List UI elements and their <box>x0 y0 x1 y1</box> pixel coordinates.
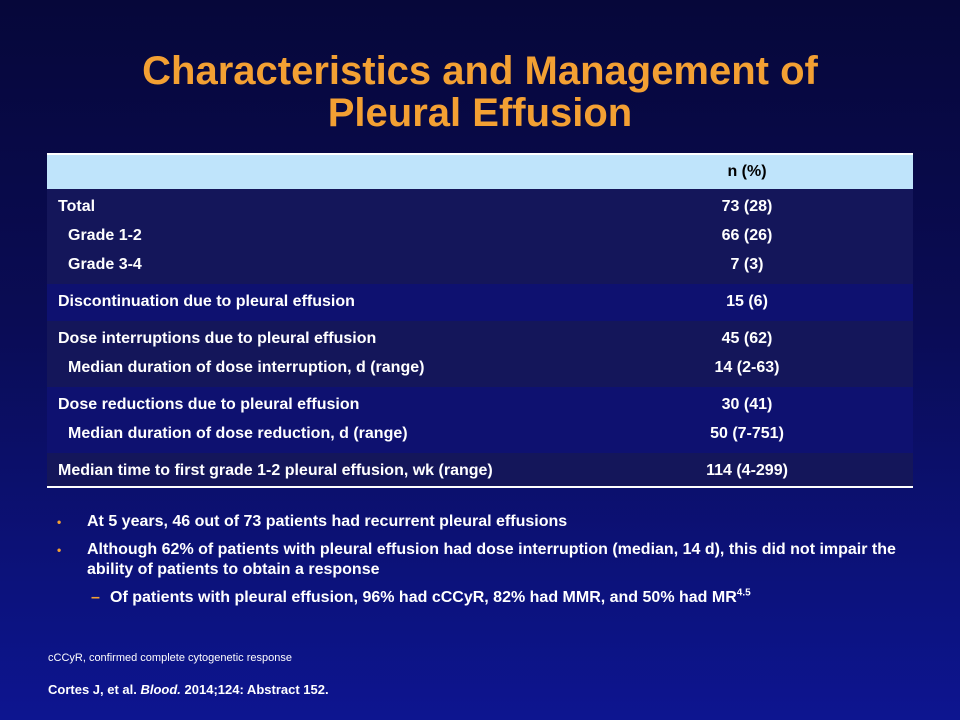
abbreviation-footnote: cCCyR, confirmed complete cytogenetic re… <box>48 652 292 664</box>
citation: Cortes J, et al. Blood. 2014;124: Abstra… <box>48 682 329 697</box>
citation-journal: Blood. <box>140 682 181 697</box>
row-value: 7 (3) <box>730 256 764 273</box>
table-row: Dose reductions due to pleural effusion … <box>47 391 913 420</box>
table-section-discontinuation: Discontinuation due to pleural effusion … <box>47 284 913 321</box>
table-row: Dose interruptions due to pleural effusi… <box>47 325 913 354</box>
row-label: Median time to first grade 1-2 pleural e… <box>58 462 493 479</box>
table-row: Grade 1-2 66 (26) <box>47 222 913 251</box>
slide-title-line2: Pleural Effusion <box>327 91 633 135</box>
row-label: Grade 3-4 <box>68 256 142 273</box>
row-label: Grade 1-2 <box>68 227 142 244</box>
list-item: • Although 62% of patients with pleural … <box>57 540 917 580</box>
table-header: n (%) <box>47 153 913 189</box>
superscript-mr: 4.5 <box>736 587 751 599</box>
slide-title-line1: Characteristics and Management of <box>142 49 818 93</box>
row-value: 114 (4-299) <box>706 462 788 479</box>
row-value: 14 (2-63) <box>714 359 780 376</box>
table-row: Median duration of dose reduction, d (ra… <box>47 420 913 449</box>
effusion-table: n (%) Total 73 (28) Grade 1-2 66 (26) Gr… <box>47 153 913 488</box>
bullet-icon: • <box>57 543 62 557</box>
table-section-median-time: Median time to first grade 1-2 pleural e… <box>47 453 913 488</box>
table-section-total: Total 73 (28) Grade 1-2 66 (26) Grade 3-… <box>47 189 913 284</box>
table-section-interruptions: Dose interruptions due to pleural effusi… <box>47 321 913 387</box>
table-row: Median time to first grade 1-2 pleural e… <box>47 457 913 486</box>
row-label: Median duration of dose reduction, d (ra… <box>68 425 408 442</box>
row-value: 50 (7-751) <box>710 425 784 442</box>
table-header-col2: n (%) <box>727 163 767 180</box>
bullet-text: At 5 years, 46 out of 73 patients had re… <box>87 513 568 530</box>
citation-authors: Cortes J, et al. <box>48 682 141 697</box>
citation-rest: 2014;124: Abstract 152. <box>180 682 329 697</box>
row-value: 66 (26) <box>721 227 773 244</box>
row-label: Total <box>58 198 96 215</box>
row-value: 30 (41) <box>721 396 773 413</box>
bullet-list: • At 5 years, 46 out of 73 patients had … <box>57 512 917 608</box>
row-value: 45 (62) <box>721 330 773 347</box>
table-row: Grade 3-4 7 (3) <box>47 251 913 280</box>
dash-icon: – <box>91 589 100 606</box>
row-label: Median duration of dose interruption, d … <box>68 359 425 376</box>
row-value: 15 (6) <box>726 293 768 310</box>
row-label: Dose reductions due to pleural effusion <box>58 396 360 413</box>
row-value: 73 (28) <box>721 198 773 215</box>
table-section-reductions: Dose reductions due to pleural effusion … <box>47 387 913 453</box>
slide-title: Characteristics and Management of Pleura… <box>40 50 920 134</box>
row-label: Discontinuation due to pleural effusion <box>58 293 355 310</box>
list-item: • At 5 years, 46 out of 73 patients had … <box>57 512 917 532</box>
bullet-icon: • <box>57 515 62 529</box>
table-row: Median duration of dose interruption, d … <box>47 354 913 383</box>
sub-bullet-text: Of patients with pleural effusion, 96% h… <box>110 589 737 606</box>
sub-list-item: – Of patients with pleural effusion, 96%… <box>57 588 917 608</box>
bullet-text: Although 62% of patients with pleural ef… <box>87 541 896 578</box>
table-row: Discontinuation due to pleural effusion … <box>47 288 913 317</box>
table-row: Total 73 (28) <box>47 193 913 222</box>
row-label: Dose interruptions due to pleural effusi… <box>58 330 377 347</box>
